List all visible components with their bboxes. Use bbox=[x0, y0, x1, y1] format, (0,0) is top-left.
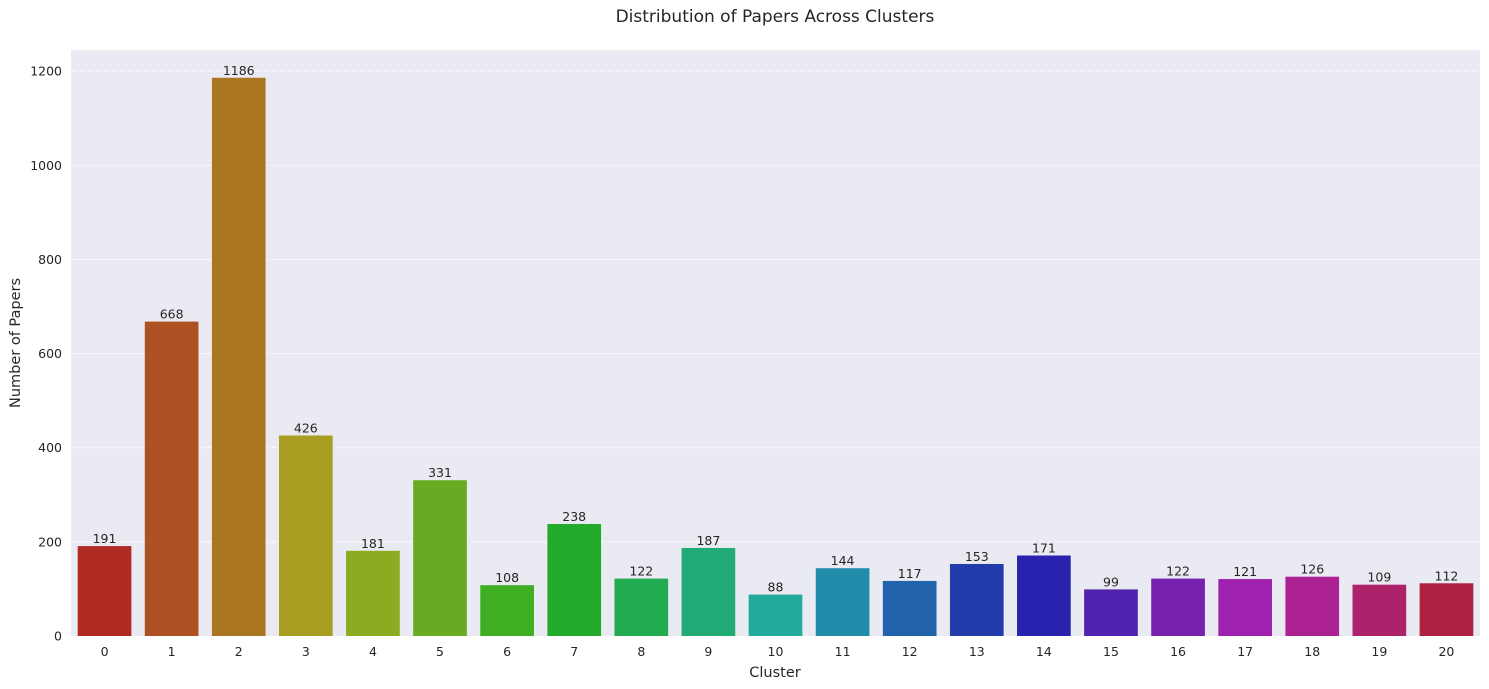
x-tick-label: 14 bbox=[1036, 644, 1052, 659]
x-tick-label: 8 bbox=[637, 644, 645, 659]
data-label: 112 bbox=[1435, 568, 1459, 583]
bar-cluster-5 bbox=[413, 480, 467, 636]
bars bbox=[77, 77, 1474, 637]
bar-cluster-20 bbox=[1419, 583, 1474, 636]
data-label: 122 bbox=[629, 564, 653, 579]
x-tick-label: 17 bbox=[1237, 644, 1253, 659]
y-axis-label: Number of Papers bbox=[8, 278, 24, 408]
data-label: 668 bbox=[160, 307, 184, 322]
data-label: 181 bbox=[361, 536, 385, 551]
x-tick-label: 1 bbox=[168, 644, 176, 659]
y-tick-label: 400 bbox=[38, 440, 62, 455]
data-labels: 191 668 1186 426 181 331 108 238 122 187 88 144 117 1… bbox=[93, 63, 1459, 595]
data-label: 171 bbox=[1032, 541, 1056, 556]
x-axis-ticks: 0 1 2 3 4 5 6 7 8 9 10 11 12 13 14 15 16 17 18 19 20 bbox=[101, 644, 1455, 659]
x-tick-label: 5 bbox=[436, 644, 444, 659]
x-axis-label: Cluster bbox=[749, 665, 801, 681]
bar-cluster-3 bbox=[278, 435, 333, 636]
bar-cluster-19 bbox=[1352, 584, 1407, 636]
x-tick-label: 15 bbox=[1103, 644, 1119, 659]
y-tick-label: 1200 bbox=[30, 64, 62, 79]
x-tick-label: 3 bbox=[302, 644, 310, 659]
bar-cluster-10 bbox=[748, 594, 803, 636]
x-tick-label: 12 bbox=[902, 644, 918, 659]
bar-cluster-0 bbox=[77, 546, 132, 636]
x-tick-label: 0 bbox=[101, 644, 109, 659]
bar-cluster-14 bbox=[1017, 555, 1071, 636]
x-tick-label: 10 bbox=[768, 644, 784, 659]
x-tick-label: 16 bbox=[1170, 644, 1186, 659]
bar-cluster-16 bbox=[1151, 578, 1205, 636]
data-label: 108 bbox=[495, 570, 519, 585]
data-label: 238 bbox=[562, 509, 586, 524]
data-label: 187 bbox=[696, 533, 720, 548]
x-tick-label: 4 bbox=[369, 644, 377, 659]
bar-cluster-6 bbox=[480, 585, 534, 636]
bar-cluster-7 bbox=[547, 523, 602, 636]
x-tick-label: 20 bbox=[1438, 644, 1454, 659]
x-tick-label: 2 bbox=[235, 644, 243, 659]
x-tick-label: 11 bbox=[835, 644, 851, 659]
data-label: 121 bbox=[1233, 564, 1257, 579]
bar-cluster-15 bbox=[1084, 589, 1138, 636]
x-tick-label: 7 bbox=[570, 644, 578, 659]
x-tick-label: 9 bbox=[704, 644, 712, 659]
data-label: 331 bbox=[428, 465, 452, 480]
bar-cluster-13 bbox=[949, 563, 1004, 636]
bar-cluster-8 bbox=[614, 578, 669, 636]
data-label: 99 bbox=[1103, 574, 1119, 589]
data-label: 144 bbox=[831, 553, 855, 568]
data-label: 153 bbox=[965, 549, 989, 564]
bar-cluster-18 bbox=[1285, 576, 1340, 636]
bar-cluster-11 bbox=[815, 568, 870, 636]
data-label: 88 bbox=[768, 580, 784, 595]
y-axis-ticks: 0 200 400 600 800 1000 1200 bbox=[30, 64, 62, 644]
bar-cluster-1 bbox=[144, 321, 199, 636]
y-tick-label: 0 bbox=[54, 629, 62, 644]
x-tick-label: 18 bbox=[1304, 644, 1320, 659]
y-tick-label: 1000 bbox=[30, 158, 62, 173]
x-tick-label: 6 bbox=[503, 644, 511, 659]
data-label: 122 bbox=[1166, 564, 1190, 579]
chart-title: Distribution of Papers Across Clusters bbox=[616, 7, 935, 27]
y-tick-label: 800 bbox=[38, 252, 62, 267]
x-tick-label: 13 bbox=[969, 644, 985, 659]
y-tick-label: 600 bbox=[38, 346, 62, 361]
data-label: 126 bbox=[1300, 562, 1324, 577]
bar-cluster-12 bbox=[882, 580, 937, 636]
data-label: 1186 bbox=[223, 63, 255, 78]
bar-cluster-2 bbox=[211, 77, 266, 637]
bar-cluster-9 bbox=[681, 547, 736, 636]
bar-cluster-4 bbox=[346, 550, 400, 636]
x-tick-label: 19 bbox=[1371, 644, 1387, 659]
bar-cluster-17 bbox=[1218, 579, 1273, 636]
data-label: 191 bbox=[93, 531, 117, 546]
data-label: 109 bbox=[1367, 570, 1391, 585]
data-label: 426 bbox=[294, 420, 318, 435]
data-label: 117 bbox=[898, 566, 922, 581]
y-tick-label: 200 bbox=[38, 534, 62, 549]
